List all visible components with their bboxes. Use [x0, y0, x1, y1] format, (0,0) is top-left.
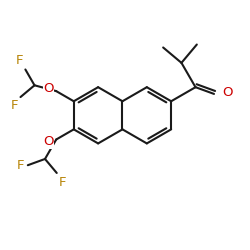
Text: F: F — [16, 159, 24, 172]
Text: O: O — [43, 82, 54, 95]
Text: O: O — [43, 136, 54, 148]
Text: F: F — [59, 176, 67, 189]
Text: F: F — [16, 54, 23, 66]
Text: F: F — [10, 100, 18, 112]
Text: O: O — [223, 86, 233, 99]
